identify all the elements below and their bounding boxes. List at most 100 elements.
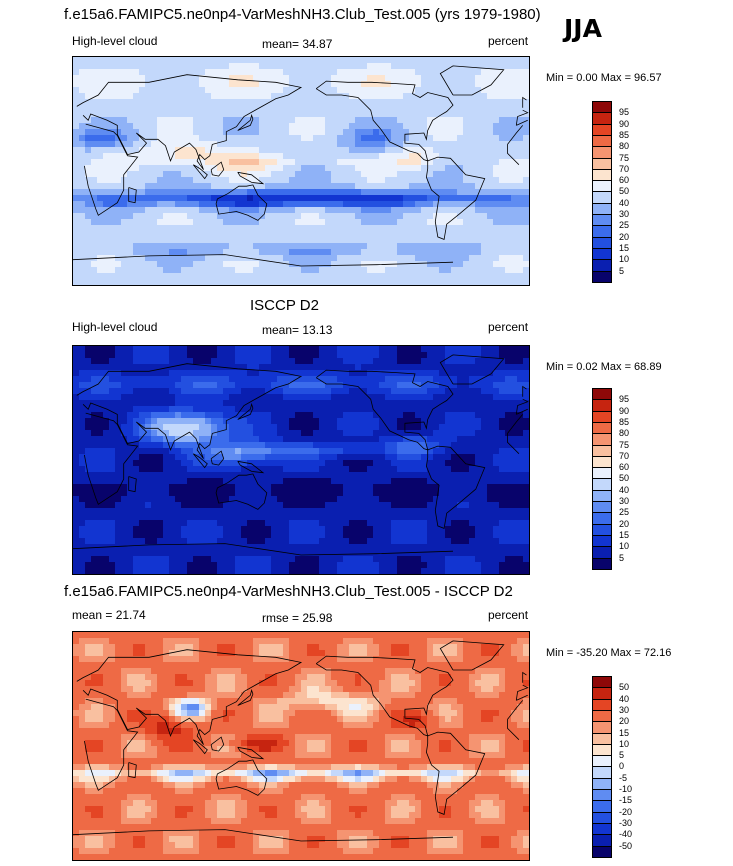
colorbar-swatch: [592, 789, 612, 802]
panel-3-rmse-label: rmse = 25.98: [262, 611, 333, 625]
colorbar-swatch: [592, 732, 612, 745]
colorbar-swatch: [592, 557, 612, 570]
colorbar-swatch: [592, 489, 612, 502]
colorbar-tick-label: 30: [619, 704, 630, 715]
colorbar-tick-label: 15: [619, 242, 630, 253]
colorbar-tick-label: 50: [619, 682, 630, 693]
colorbar-tick-label: 10: [619, 738, 630, 749]
colorbar-swatch: [592, 687, 612, 700]
colorbar-tick-label: 20: [619, 518, 630, 529]
colorbar-tick-label: 90: [619, 405, 630, 416]
panel-1-map: [72, 56, 530, 286]
panel-1-title: f.e15a6.FAMIPC5.ne0np4-VarMeshNH3.Club_T…: [64, 6, 541, 23]
colorbar-tick-label: 80: [619, 141, 630, 152]
colorbar-swatch: [592, 168, 612, 182]
panel-3-minmax: Min = -35.20 Max = 72.16: [546, 647, 672, 659]
colorbar-swatch: [592, 146, 612, 159]
colorbar-swatch: [592, 236, 612, 249]
colorbar-swatch: [592, 698, 612, 711]
colorbar-tick-label: 30: [619, 209, 630, 219]
coastlines: [73, 640, 529, 842]
colorbar-tick-label: 30: [619, 496, 630, 506]
colorbar-swatch: [592, 467, 612, 480]
coastlines: [73, 65, 529, 267]
colorbar-tick-label: -50: [619, 840, 633, 851]
panel-2-title: ISCCP D2: [250, 297, 319, 314]
panel-1-variable-label: High-level cloud: [72, 34, 158, 48]
colorbar-swatch: [592, 743, 612, 757]
colorbar-swatch: [592, 444, 612, 457]
colorbar-tick-label: 20: [619, 231, 630, 242]
colorbar-swatch: [592, 101, 612, 114]
colorbar-tick-label: 0: [619, 761, 625, 772]
colorbar-swatch: [592, 433, 612, 446]
colorbar-swatch: [592, 134, 612, 148]
colorbar-swatch: [592, 721, 612, 734]
map-field: [73, 57, 529, 285]
colorbar-tick-label: 60: [619, 462, 630, 473]
colorbar-swatch: [592, 180, 612, 193]
colorbar-swatch: [592, 822, 612, 836]
colorbar-swatch: [592, 259, 612, 272]
panel-3-units-label: percent: [488, 608, 529, 622]
colorbar-tick-label: 90: [619, 118, 630, 129]
colorbar-swatch: [592, 270, 612, 283]
colorbar-tick-label: 80: [619, 428, 630, 439]
map-field: [73, 632, 529, 860]
colorbar-swatch: [592, 191, 612, 204]
colorbar-tick-label: 25: [619, 220, 630, 231]
colorbar-swatch: [592, 214, 612, 227]
colorbar-swatch: [592, 523, 612, 536]
colorbar-tick-label: 85: [619, 129, 630, 140]
colorbar-tick-label: 70: [619, 450, 630, 461]
colorbar-swatch: [592, 112, 612, 125]
colorbar-tick-label: 5: [619, 750, 625, 761]
colorbar-tick-label: 25: [619, 507, 630, 518]
colorbar-swatch: [592, 421, 612, 435]
colorbar-swatch: [592, 512, 612, 525]
colorbar-swatch: [592, 811, 612, 824]
colorbar-tick-label: -5: [619, 772, 628, 783]
colorbar-swatch: [592, 501, 612, 514]
colorbar-tick-label: 95: [619, 107, 630, 118]
colorbar-tick-label: 75: [619, 152, 630, 163]
panel-2-minmax: Min = 0.02 Max = 68.89: [546, 361, 662, 373]
colorbar-tick-label: 40: [619, 484, 630, 495]
colorbar-swatch: [592, 123, 612, 136]
colorbar-swatch: [592, 676, 612, 689]
panel-1-units-label: percent: [488, 34, 529, 48]
colorbar-swatch: [592, 755, 612, 768]
colorbar-tick-label: -15: [619, 795, 633, 806]
coastlines: [73, 354, 529, 556]
colorbar-tick-label: 50: [619, 473, 630, 484]
colorbar-swatch: [592, 157, 612, 170]
colorbar-swatch: [592, 478, 612, 491]
panel-2-mean-label: mean= 13.13: [262, 323, 333, 337]
colorbar-swatch: [592, 247, 612, 261]
colorbar-tick-label: 75: [619, 439, 630, 450]
colorbar-tick-label: 40: [619, 197, 630, 208]
colorbar-swatch: [592, 388, 612, 401]
colorbar-tick-label: -30: [619, 817, 633, 828]
colorbar-tick-label: -10: [619, 784, 633, 794]
colorbar-swatch: [592, 845, 612, 858]
colorbar-tick-label: -20: [619, 806, 633, 817]
colorbar-tick-label: 10: [619, 254, 630, 265]
colorbar-swatch: [592, 399, 612, 412]
colorbar-swatch: [592, 202, 612, 215]
colorbar-tick-label: 60: [619, 175, 630, 186]
colorbar-tick-label: 10: [619, 541, 630, 552]
colorbar-tick-label: 85: [619, 416, 630, 427]
colorbar-swatch: [592, 455, 612, 469]
colorbar-tick-label: 50: [619, 186, 630, 197]
colorbar-tick-label: -40: [619, 829, 633, 840]
colorbar-tick-label: 20: [619, 716, 630, 727]
colorbar-swatch: [592, 766, 612, 779]
panel-2-units-label: percent: [488, 320, 529, 334]
panel-3-map: [72, 631, 530, 861]
colorbar-swatch: [592, 709, 612, 723]
colorbar-tick-label: 5: [619, 552, 625, 563]
colorbar-swatch: [592, 534, 612, 548]
colorbar-swatch: [592, 800, 612, 813]
colorbar-tick-label: 5: [619, 265, 625, 276]
